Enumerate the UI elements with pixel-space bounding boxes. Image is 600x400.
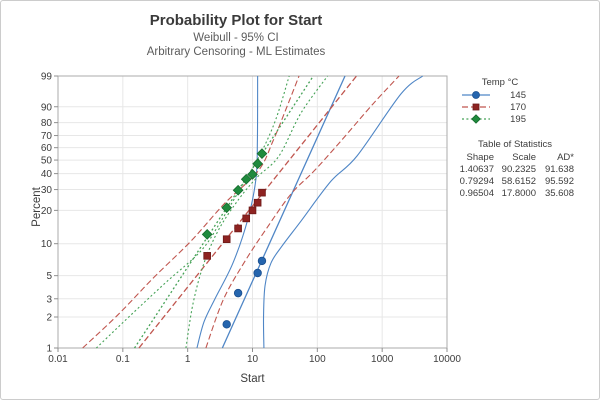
x-axis-label: Start (240, 373, 265, 385)
svg-text:5: 5 (46, 271, 52, 282)
legend-title: Temp °C (481, 77, 519, 88)
svg-text:100: 100 (309, 354, 326, 365)
legend: Temp °C 145 170 195 (460, 77, 526, 125)
svg-text:10000: 10000 (433, 354, 461, 365)
stats-cell: 0.79294 (459, 176, 494, 187)
legend-swatch-square-icon (462, 103, 490, 111)
chart-subtitle-method: Arbitrary Censoring - ML Estimates (146, 46, 326, 58)
stats-cell: 35.608 (544, 188, 574, 199)
svg-text:0.01: 0.01 (48, 354, 68, 365)
stats-cell: 17.8000 (501, 188, 536, 199)
svg-text:40: 40 (41, 169, 53, 180)
stats-cell: 0.96504 (459, 188, 494, 199)
legend-swatch-diamond-icon (462, 114, 490, 124)
svg-text:1: 1 (46, 344, 52, 355)
svg-text:90: 90 (41, 102, 53, 113)
svg-text:0.1: 0.1 (116, 354, 130, 365)
stats-header-ad: AD* (557, 152, 574, 163)
legend-label: 195 (510, 113, 526, 125)
svg-text:1000: 1000 (371, 354, 394, 365)
svg-text:99: 99 (41, 72, 53, 83)
stats-cell: 90.2325 (501, 164, 536, 175)
legend-item-145[interactable]: 145 (460, 89, 526, 101)
stats-cell: 91.638 (544, 164, 574, 175)
stats-header-scale: Scale (512, 152, 536, 163)
svg-text:20: 20 (41, 206, 53, 217)
legend-label: 170 (510, 101, 526, 113)
svg-text:70: 70 (41, 131, 53, 142)
legend-item-195[interactable]: 195 (460, 113, 526, 125)
svg-text:1: 1 (185, 354, 191, 365)
table-of-statistics: Table of Statistics Shape Scale AD* 1.40… (456, 139, 574, 199)
svg-text:2: 2 (46, 313, 52, 324)
legend-item-170[interactable]: 170 (460, 101, 526, 113)
svg-text:80: 80 (41, 118, 53, 129)
chart-subtitle-distribution: Weibull - 95% CI (193, 32, 279, 44)
page-title: Probability Plot for Start (149, 12, 323, 29)
svg-text:50: 50 (41, 156, 53, 167)
svg-text:3: 3 (46, 294, 52, 305)
stats-cell: 58.6152 (501, 176, 536, 187)
stats-table-title: Table of Statistics (478, 139, 552, 150)
svg-text:10: 10 (247, 354, 259, 365)
legend-swatch-circle-icon (462, 91, 490, 99)
stats-cell: 95.592 (544, 176, 574, 187)
stats-header-shape: Shape (466, 152, 494, 163)
stats-cell: 1.40637 (459, 164, 494, 175)
svg-text:60: 60 (41, 143, 53, 154)
svg-text:10: 10 (41, 239, 53, 250)
legend-label: 145 (510, 89, 526, 101)
svg-text:30: 30 (41, 185, 53, 196)
